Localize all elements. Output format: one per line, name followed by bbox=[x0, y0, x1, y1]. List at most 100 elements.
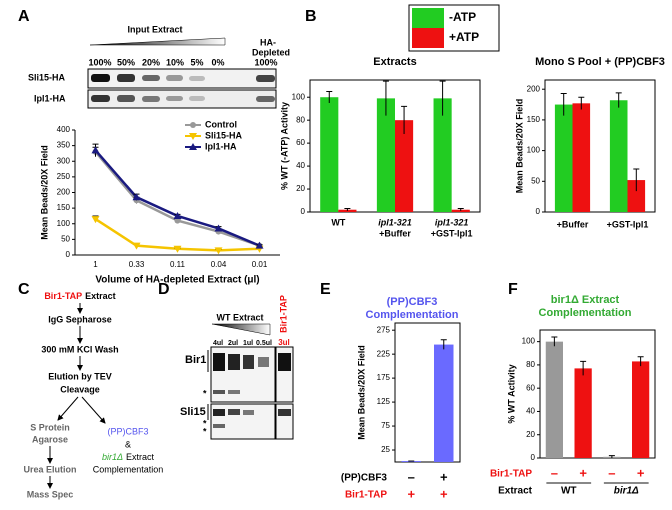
marker bbox=[214, 247, 223, 255]
y-tick-label: 150 bbox=[527, 115, 541, 124]
flow-step: Complementation bbox=[93, 464, 164, 474]
y-tick-label: 80 bbox=[526, 360, 535, 369]
marker bbox=[173, 211, 182, 219]
lane-label: 0% bbox=[211, 57, 224, 67]
arrows bbox=[47, 303, 106, 489]
band bbox=[213, 409, 225, 416]
condition-mark: – bbox=[551, 465, 558, 480]
flow-tag: Bir1-TAP bbox=[44, 291, 82, 301]
bar bbox=[395, 120, 414, 212]
blot-a: Input Extract HA- Depleted 100% 50% 20% … bbox=[28, 24, 290, 109]
error-bar bbox=[439, 80, 446, 116]
chart-title: Mono S Pool + (PP)CBF3 bbox=[535, 56, 665, 68]
marker bbox=[173, 245, 182, 253]
band bbox=[278, 353, 291, 371]
y-axis-label: Mean Beads/20X Field bbox=[39, 145, 49, 240]
marker bbox=[91, 146, 100, 154]
y-tick-label: 75 bbox=[381, 421, 390, 430]
marker bbox=[255, 241, 264, 249]
y-tick-label: 40 bbox=[526, 407, 535, 416]
chart-title: bir1Δ Extract bbox=[551, 294, 620, 306]
y-tick-label: 20 bbox=[526, 430, 535, 439]
x-tick-label: ipl1-321 bbox=[435, 217, 469, 227]
x-tick-label: +GST-Ipl1 bbox=[431, 228, 473, 238]
x-axis-label: Volume of HA-depleted Extract (μl) bbox=[95, 275, 259, 286]
error-bar bbox=[637, 356, 644, 367]
asterisk: * bbox=[203, 426, 207, 436]
condition-mark: + bbox=[407, 486, 415, 501]
lane-tag: Bir1-TAP bbox=[278, 295, 288, 333]
legend-swatch bbox=[412, 28, 444, 48]
row-label: Sli15-HA bbox=[28, 72, 66, 82]
lane-label: 50% bbox=[117, 57, 135, 67]
band bbox=[213, 390, 225, 394]
legend-marker bbox=[189, 133, 197, 140]
y-tick-label: 100 bbox=[522, 337, 536, 346]
condition-mark: + bbox=[579, 465, 587, 480]
flow-step: Bir1-TAP Extract bbox=[44, 291, 115, 301]
condition-mark: – bbox=[608, 465, 615, 480]
error-bar bbox=[440, 339, 447, 350]
y-axis-label: Mean Beads/20X Field bbox=[356, 345, 366, 440]
chart-title: (PP)CBF3 bbox=[387, 296, 438, 308]
error-bar bbox=[457, 208, 464, 211]
band bbox=[213, 424, 225, 428]
condition-label: Bir1-TAP bbox=[490, 469, 532, 480]
group-name: WT bbox=[561, 486, 577, 497]
legend-label: Control bbox=[205, 119, 237, 129]
band bbox=[189, 96, 205, 101]
y-tick-label: 100 bbox=[57, 219, 71, 228]
panel-label: C bbox=[18, 281, 30, 298]
bar bbox=[545, 341, 563, 458]
flow-step: 300 mM KCl Wash bbox=[41, 344, 118, 354]
flow-step: S Protein bbox=[30, 422, 70, 432]
x-tick-label: 0.33 bbox=[129, 260, 145, 269]
band bbox=[256, 75, 275, 82]
panel-label: D bbox=[158, 281, 170, 298]
flow-step: Urea Elution bbox=[23, 464, 76, 474]
x-tick-label: WT bbox=[331, 217, 345, 227]
y-tick-label: 300 bbox=[57, 156, 71, 165]
flow-step: Agarose bbox=[32, 434, 68, 444]
y-tick-label: 200 bbox=[57, 188, 71, 197]
bar bbox=[376, 98, 395, 212]
error-bar bbox=[580, 360, 587, 376]
y-axis-label: % WT (-ATP) Activity bbox=[279, 102, 289, 190]
line bbox=[94, 151, 260, 247]
lane-label: 1ul bbox=[243, 340, 253, 347]
band bbox=[166, 75, 183, 81]
condition-mark: + bbox=[440, 486, 448, 501]
bar bbox=[434, 344, 454, 462]
blot-label: Depleted bbox=[252, 47, 290, 57]
flow-step: & bbox=[125, 439, 131, 449]
flow-step: Cleavage bbox=[60, 384, 100, 394]
legend-marker bbox=[190, 122, 196, 128]
flowchart-c: Bir1-TAP Extract IgG Sepharose 300 mM KCl… bbox=[23, 291, 163, 499]
error-bar bbox=[633, 168, 640, 192]
y-tick-label: 50 bbox=[531, 176, 540, 185]
blot-d: WT Extract Bir1-TAP 4ul 2ul 1ul 0.5ul 3u… bbox=[180, 295, 294, 440]
band bbox=[91, 95, 110, 102]
blot-label: HA- bbox=[260, 37, 276, 47]
wedge bbox=[89, 37, 226, 46]
chart-title: Extracts bbox=[373, 56, 416, 68]
y-axis-label: Mean Beads/20X Field bbox=[514, 99, 524, 194]
error-bar bbox=[551, 336, 558, 347]
x-tick-label: 1 bbox=[93, 260, 98, 269]
x-tick-label: +Buffer bbox=[379, 228, 411, 238]
lane-label: 3ul bbox=[278, 338, 290, 347]
bar bbox=[609, 100, 628, 212]
panel-label: A bbox=[18, 8, 30, 25]
error-bar bbox=[326, 90, 333, 103]
lane-label: 5% bbox=[190, 57, 203, 67]
y-tick-label: 50 bbox=[61, 234, 70, 243]
y-tick-label: 0 bbox=[66, 250, 71, 259]
condition-label: Bir1-TAP bbox=[345, 490, 387, 501]
panel-label: B bbox=[305, 8, 317, 25]
band bbox=[166, 96, 183, 101]
y-tick-label: 0 bbox=[536, 207, 541, 216]
band bbox=[258, 357, 269, 367]
y-tick-label: 150 bbox=[57, 203, 71, 212]
lane-label: 100% bbox=[254, 57, 277, 67]
